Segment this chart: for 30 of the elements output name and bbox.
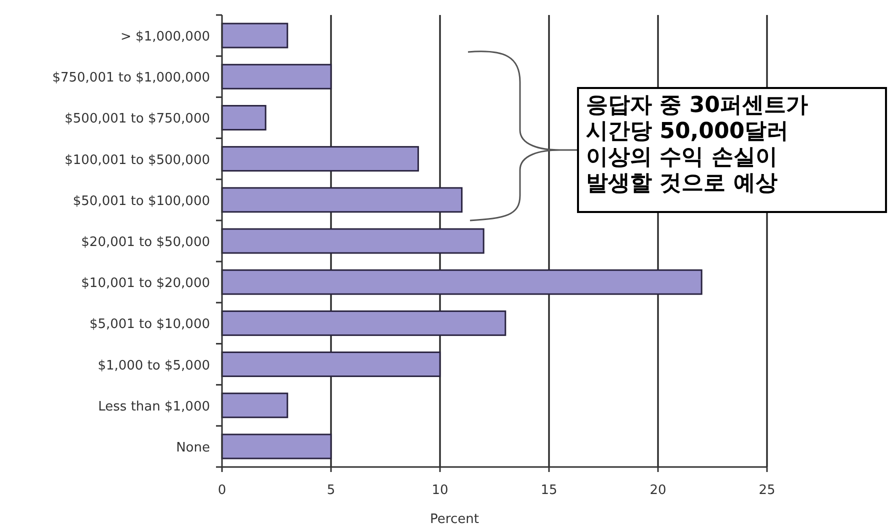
bar	[221, 187, 463, 213]
x-tick-label: 0	[218, 483, 226, 498]
bar	[221, 64, 332, 90]
y-tick-label: $20,001 to $50,000	[81, 235, 210, 250]
bar	[221, 392, 288, 418]
y-tick-label: None	[176, 440, 210, 456]
y-tick-label: $750,001 to $1,000,000	[52, 70, 210, 86]
bar	[221, 269, 702, 295]
y-tick-label: $1,000 to $5,000	[98, 358, 210, 374]
y-tick-label: > $1,000,000	[120, 30, 210, 45]
bar	[221, 352, 441, 378]
x-tick-label: 15	[540, 483, 558, 498]
bar	[221, 104, 266, 130]
x-axis-title: Percent	[430, 512, 479, 527]
y-tick-label: $10,001 to $20,000	[81, 276, 210, 292]
y-tick-label: $500,001 to $750,000	[64, 112, 210, 127]
y-tick-label: $100,001 to $500,000	[64, 152, 210, 168]
x-tick-label: 25	[758, 483, 776, 498]
y-tick-label: $50,001 to $100,000	[72, 194, 210, 209]
bar	[221, 22, 288, 48]
bar	[221, 146, 419, 172]
bar	[221, 310, 506, 336]
bar	[221, 434, 332, 460]
y-tick-label: $5,001 to $10,000	[89, 317, 210, 332]
x-tick-label: 10	[432, 483, 448, 498]
x-tick-label: 20	[650, 483, 666, 498]
annotation: 응답자 중 30퍼센트가 시간당 50,000달러 이상의 수익 손실이 발생할 것으로 예상	[586, 93, 808, 196]
bar	[221, 228, 484, 254]
x-tick-label: 5	[326, 483, 336, 498]
y-tick-label: Less than $1,000	[98, 399, 210, 414]
